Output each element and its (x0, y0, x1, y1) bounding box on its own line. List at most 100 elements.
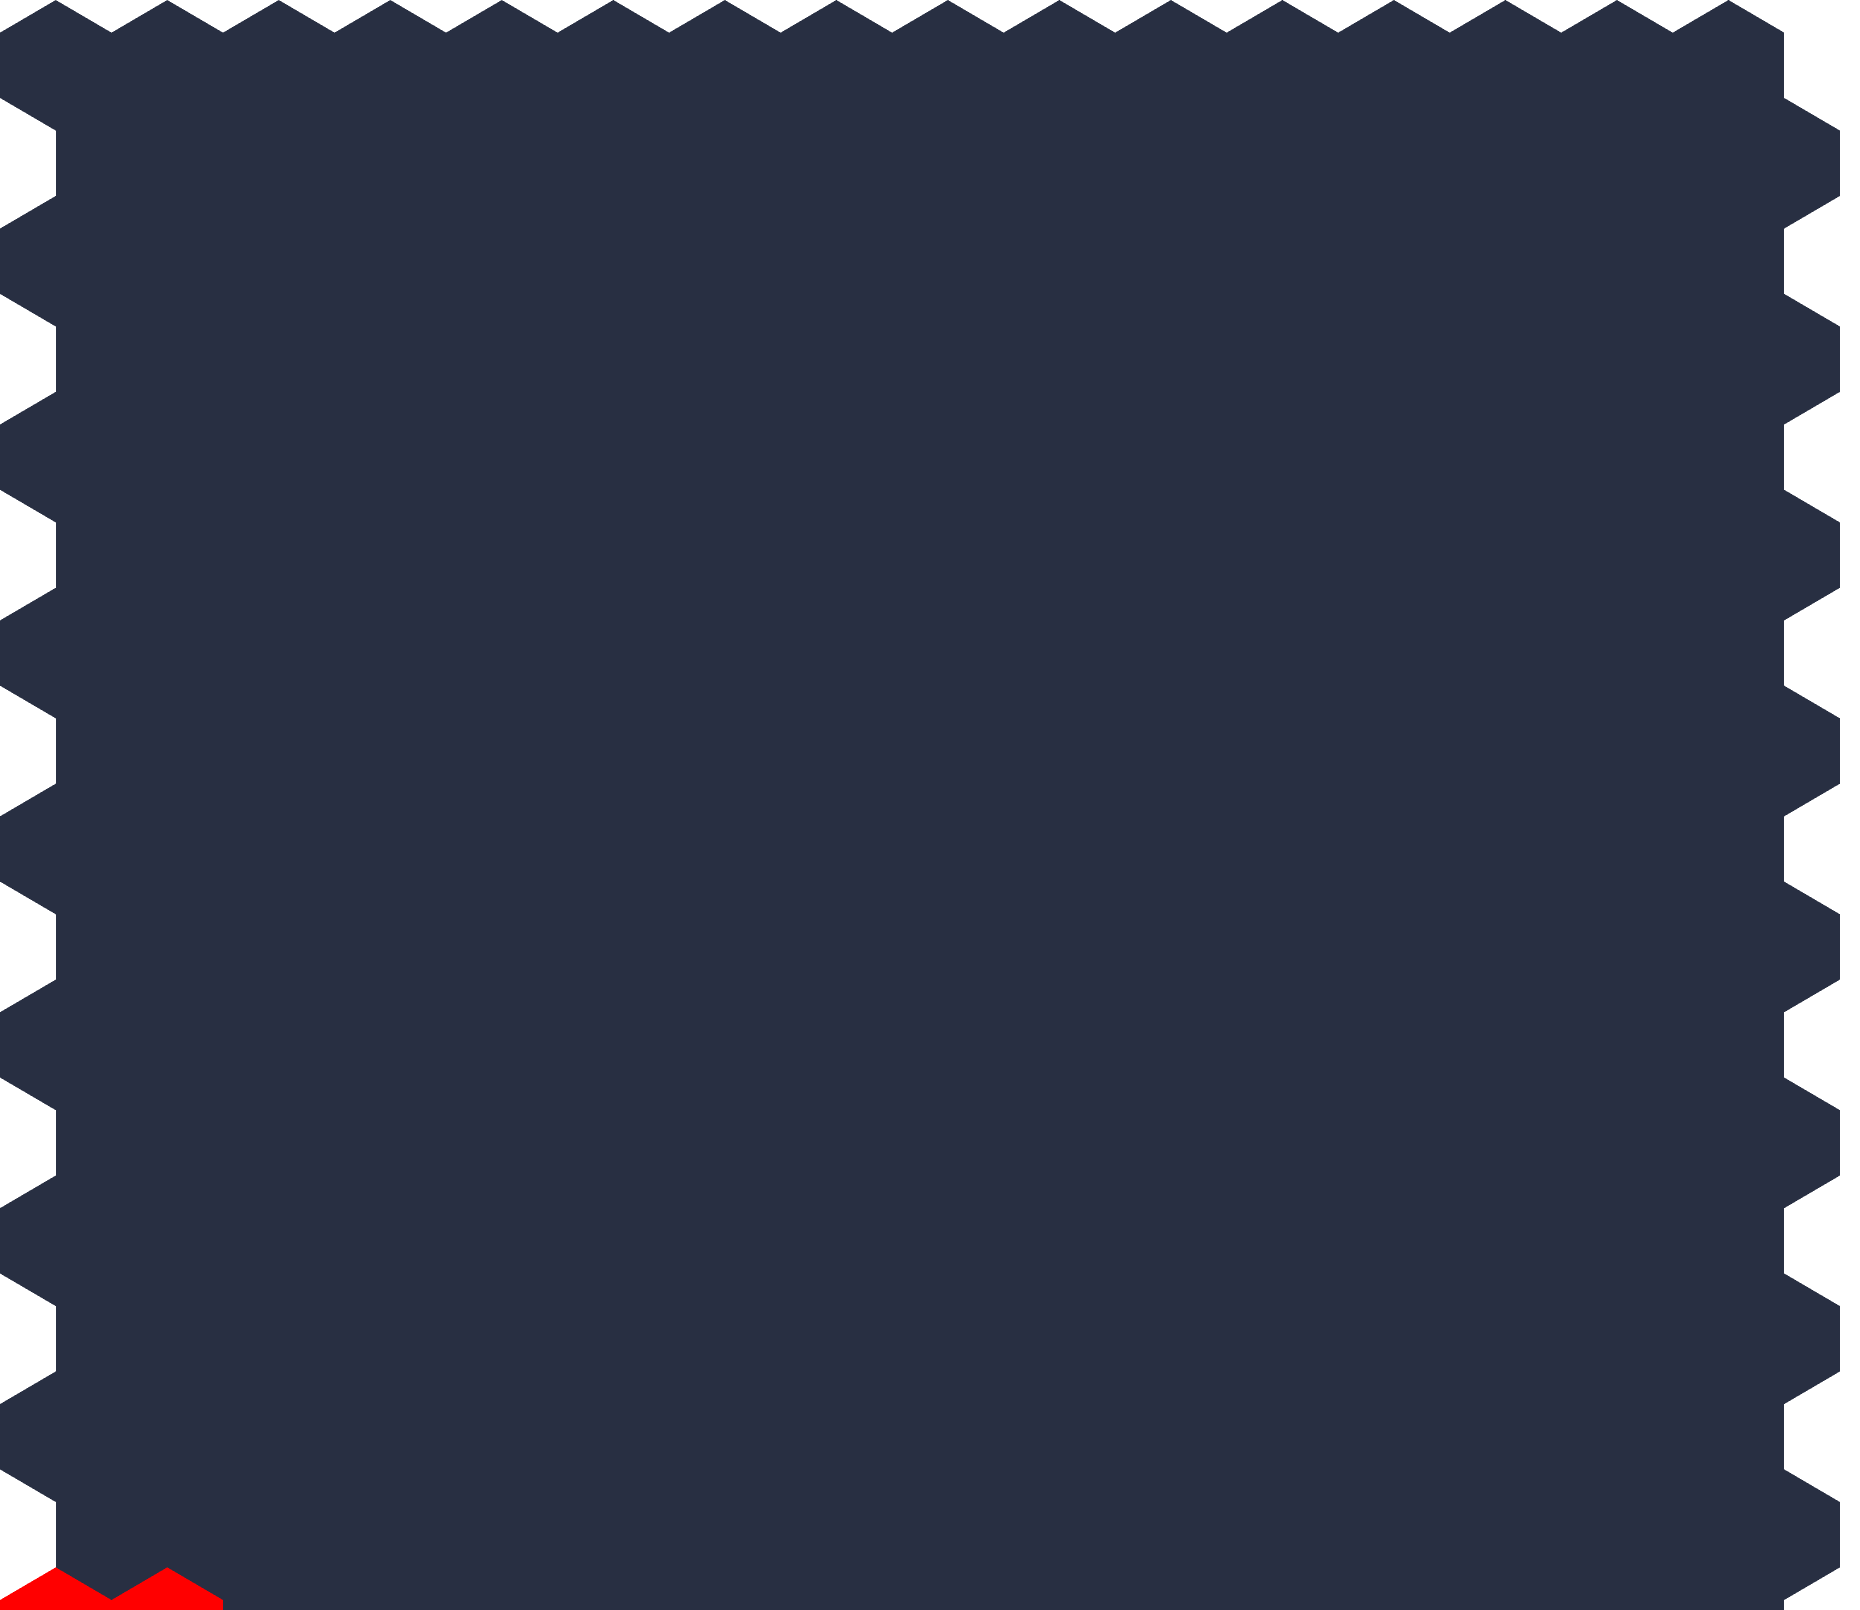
hex-cell-empty[interactable] (278, 1273, 391, 1405)
hex-cell-empty[interactable] (167, 1273, 279, 1405)
hex-cell-empty[interactable] (1449, 979, 1562, 1111)
hex-cell-empty[interactable] (1003, 1371, 1116, 1503)
hex-cell-empty[interactable] (1170, 1469, 1283, 1600)
hex-cell-empty[interactable] (111, 587, 224, 719)
hex-cell-empty[interactable] (278, 489, 391, 621)
hex-cell-empty[interactable] (390, 685, 502, 817)
hex-cell-empty[interactable] (167, 881, 279, 1013)
hex-cell-empty[interactable] (1393, 1273, 1506, 1405)
hex-cell-empty[interactable] (669, 1175, 781, 1307)
hex-cell-empty[interactable] (334, 1567, 447, 1610)
hex-cell-empty[interactable] (1616, 293, 1729, 425)
hex-cell-empty[interactable] (1393, 685, 1506, 817)
hex-cell-empty[interactable] (557, 195, 670, 327)
hex-cell-empty[interactable] (1003, 0, 1116, 131)
hex-cell-empty[interactable] (1282, 293, 1394, 425)
hex-cell-empty[interactable] (1449, 391, 1562, 523)
hex-cell-empty[interactable] (724, 1273, 837, 1405)
hex-cell-empty[interactable] (1449, 587, 1562, 719)
hex-cell-empty[interactable] (1672, 1371, 1785, 1503)
hex-cell-empty[interactable] (1393, 1077, 1506, 1209)
hex-cell-empty[interactable] (613, 685, 725, 817)
hex-cell-empty[interactable] (55, 685, 168, 817)
hex-cell-empty[interactable] (1059, 1273, 1171, 1405)
hex-cell-empty[interactable] (1338, 1371, 1450, 1503)
hex-cell-empty[interactable] (1226, 783, 1339, 915)
hex-cell-empty[interactable] (334, 0, 447, 131)
hex-cell-empty[interactable] (1561, 391, 1673, 523)
hex-cell-empty[interactable] (1616, 1273, 1729, 1405)
hex-cell-empty[interactable] (446, 1567, 558, 1610)
hex-cell-empty[interactable] (1616, 1077, 1729, 1209)
hex-cell-empty[interactable] (1393, 881, 1506, 1013)
hex-cell-empty[interactable] (55, 489, 168, 621)
hex-cell-empty[interactable] (1393, 1469, 1506, 1600)
hex-cell-empty[interactable] (223, 783, 335, 915)
hex-cell-empty[interactable] (947, 685, 1060, 817)
hex-cell-empty[interactable] (223, 587, 335, 719)
hex-cell-empty[interactable] (1672, 391, 1785, 523)
hex-cell-empty[interactable] (947, 1469, 1060, 1600)
hex-cell-empty[interactable] (390, 1469, 502, 1600)
hex-cell-empty[interactable] (223, 0, 335, 131)
hex-cell-empty[interactable] (1561, 587, 1673, 719)
hex-cell-empty[interactable] (1449, 1567, 1562, 1610)
hex-cell-empty[interactable] (1115, 1567, 1227, 1610)
hex-cell-empty[interactable] (1505, 1077, 1617, 1209)
hex-cell-empty[interactable] (1282, 1077, 1394, 1209)
hex-cell-empty[interactable] (1059, 293, 1171, 425)
hex-cell-empty[interactable] (501, 97, 614, 229)
hex-cell-empty[interactable] (1728, 1077, 1840, 1209)
hex-cell-empty[interactable] (1059, 489, 1171, 621)
hex-cell-empty[interactable] (1170, 1273, 1283, 1405)
hex-cell-empty[interactable] (1728, 1469, 1840, 1600)
hex-cell-empty[interactable] (111, 0, 224, 131)
hex-cell-empty[interactable] (836, 1077, 948, 1209)
hex-cell-empty[interactable] (501, 881, 614, 1013)
hex-cell-empty[interactable] (1226, 979, 1339, 1111)
hex-cell-empty[interactable] (836, 1469, 948, 1600)
hex-cell-empty[interactable] (1505, 489, 1617, 621)
hex-cell-empty[interactable] (724, 685, 837, 817)
hex-cell-empty[interactable] (55, 881, 168, 1013)
hex-cell-empty[interactable] (724, 97, 837, 229)
hex-cell-empty[interactable] (947, 293, 1060, 425)
hex-cell-empty[interactable] (1561, 783, 1673, 915)
hex-cell-empty[interactable] (669, 979, 781, 1111)
hex-cell-empty[interactable] (1170, 1077, 1283, 1209)
hex-cell-empty[interactable] (947, 489, 1060, 621)
hex-cell-empty[interactable] (780, 1567, 893, 1610)
hex-cell-empty[interactable] (669, 195, 781, 327)
hex-cell-empty[interactable] (1226, 391, 1339, 523)
hex-cell-empty[interactable] (836, 97, 948, 229)
hex-cell-empty[interactable] (1393, 293, 1506, 425)
hex-cell-empty[interactable] (1449, 0, 1562, 131)
hex-cell-empty[interactable] (446, 979, 558, 1111)
hex-cell-empty[interactable] (446, 1371, 558, 1503)
hex-cell-empty[interactable] (1115, 783, 1227, 915)
hex-cell-empty[interactable] (613, 1273, 725, 1405)
hex-cell-empty[interactable] (334, 587, 447, 719)
hex-cell-empty[interactable] (557, 0, 670, 131)
hex-cell-empty[interactable] (1449, 195, 1562, 327)
hex-cell-empty[interactable] (1226, 1567, 1339, 1610)
hex-cell-empty[interactable] (557, 783, 670, 915)
hex-cell-empty[interactable] (892, 1371, 1004, 1503)
hex-cell-empty[interactable] (390, 97, 502, 229)
hex-cell-empty[interactable] (1115, 195, 1227, 327)
hex-cell-empty[interactable] (1505, 293, 1617, 425)
hex-cell-empty[interactable] (780, 0, 893, 131)
hex-cell-empty[interactable] (1505, 97, 1617, 229)
hex-cell-empty[interactable] (1505, 881, 1617, 1013)
hex-cell-empty[interactable] (1728, 293, 1840, 425)
hex-cell-empty[interactable] (613, 489, 725, 621)
hex-cell-empty[interactable] (1393, 489, 1506, 621)
hex-cell-empty[interactable] (892, 195, 1004, 327)
hex-cell-empty[interactable] (1561, 979, 1673, 1111)
hex-cell-empty[interactable] (613, 97, 725, 229)
hex-cell-empty[interactable] (1672, 1567, 1785, 1610)
hex-cell-empty[interactable] (780, 587, 893, 719)
hex-cell-empty[interactable] (1728, 685, 1840, 817)
hex-cell-empty[interactable] (390, 1273, 502, 1405)
hex-cell-empty[interactable] (446, 783, 558, 915)
